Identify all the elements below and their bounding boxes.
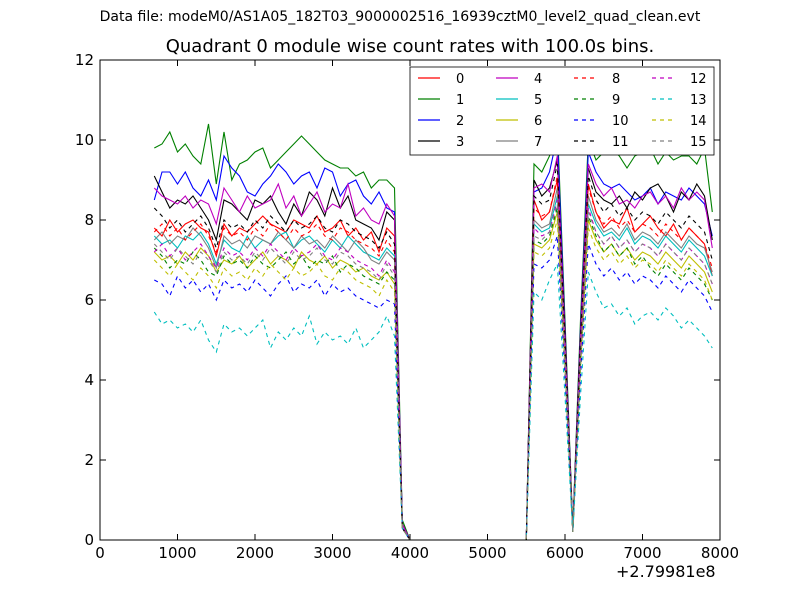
x-tick-label: 1000 [158, 544, 196, 562]
series-line-5 [153, 195, 713, 540]
x-tick-label: 6000 [546, 544, 584, 562]
series-line-12 [153, 199, 713, 540]
chart-title: Quadrant 0 module wise count rates with … [165, 36, 655, 57]
y-tick-label: 8 [84, 211, 94, 229]
x-tick-label: 3000 [313, 544, 351, 562]
x-tick-label: 0 [95, 544, 105, 562]
series-line-10 [154, 235, 713, 540]
y-tick-label: 4 [84, 371, 94, 389]
y-tick-label: 6 [84, 291, 94, 309]
figure-suptitle: Data file: modeM0/AS1A05_182T03_90000025… [99, 9, 701, 25]
legend-label-13: 13 [690, 93, 707, 108]
legend-label-5: 5 [534, 93, 542, 108]
series-line-11 [153, 163, 713, 540]
legend-label-12: 12 [690, 72, 707, 87]
x-tick-label: 8000 [701, 544, 739, 562]
series-line-13 [153, 261, 713, 540]
x-offset-label: +2.79981e8 [616, 562, 716, 581]
plot-lines [153, 123, 713, 540]
legend-label-1: 1 [456, 93, 464, 108]
x-tick-label: 4000 [391, 544, 429, 562]
series-line-0 [153, 179, 713, 540]
series-line-1 [154, 123, 713, 540]
legend-label-7: 7 [534, 135, 542, 150]
legend-label-4: 4 [534, 72, 542, 87]
series-line-7 [153, 187, 713, 540]
x-tick-label: 2000 [236, 544, 274, 562]
series-line-4 [153, 155, 713, 540]
legend-label-0: 0 [456, 72, 464, 87]
series-line-2 [153, 135, 713, 540]
legend-label-2: 2 [456, 114, 464, 129]
series-line-15 [153, 203, 713, 540]
x-tick-label: 7000 [623, 544, 661, 562]
series-line-3 [153, 159, 713, 540]
legend-label-15: 15 [690, 135, 707, 150]
legend-label-10: 10 [612, 114, 629, 129]
axis-ticks: 0 1000 2000 3000 4000 5000 6000 7000 80000246810… [75, 51, 739, 562]
y-tick-label: 10 [75, 131, 94, 149]
series-line-8 [153, 175, 713, 540]
legend-box [409, 66, 715, 156]
series-line-14 [153, 219, 713, 540]
legend-label-8: 8 [612, 72, 620, 87]
y-tick-label: 2 [84, 451, 94, 469]
y-tick-label: 12 [75, 51, 94, 69]
y-tick-label: 0 [84, 531, 94, 549]
series-line-9 [153, 207, 713, 540]
legend-label-3: 3 [456, 135, 464, 150]
legend-label-6: 6 [534, 114, 542, 129]
series-line-6 [153, 211, 713, 540]
legend-label-14: 14 [690, 114, 707, 129]
legend-label-9: 9 [612, 93, 620, 108]
x-tick-label: 5000 [468, 544, 506, 562]
legend-label-11: 11 [612, 135, 629, 150]
